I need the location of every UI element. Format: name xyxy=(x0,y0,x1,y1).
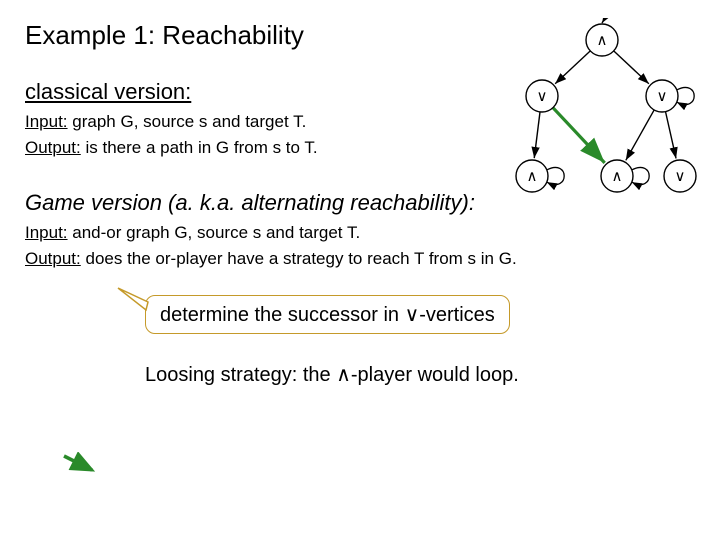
and-or-graph: ∧ ∨ ∨ ∧ ∧ ∨ xyxy=(432,18,702,208)
graph-node-label: ∨ xyxy=(675,169,686,185)
classical-input-label: Input: xyxy=(25,112,68,131)
callout-after: -vertices xyxy=(419,304,495,326)
graph-selfloop xyxy=(632,167,649,184)
graph-edge xyxy=(602,18,610,23)
graph-edge xyxy=(614,51,649,84)
strategy-arrow-swatch xyxy=(60,452,100,472)
game-input-text: and-or graph G, source s and target T. xyxy=(68,223,361,242)
callout-symbol: ∨ xyxy=(405,304,420,326)
graph-node-label: ∧ xyxy=(597,33,608,49)
callout-tail-icon xyxy=(112,284,152,314)
classical-input-text: graph G, source s and target T. xyxy=(68,112,307,131)
loosing-symbol: ∧ xyxy=(336,364,351,386)
game-input-line: Input: and-or graph G, source s and targ… xyxy=(25,220,695,246)
callout-before: determine the successor in xyxy=(160,304,405,326)
game-output-label: Output: xyxy=(25,249,81,268)
game-output-text: does the or-player have a strategy to re… xyxy=(81,249,517,268)
game-input-label: Input: xyxy=(25,223,68,242)
graph-node-label: ∧ xyxy=(612,169,623,185)
graph-selfloop xyxy=(547,167,564,184)
graph-node-label: ∨ xyxy=(537,89,548,105)
graph-svg: ∧ ∨ ∨ ∧ ∧ ∨ xyxy=(432,18,702,208)
graph-node-label: ∨ xyxy=(657,89,668,105)
graph-selfloop xyxy=(677,87,694,104)
classical-output-text: is there a path in G from s to T. xyxy=(81,138,318,157)
graph-edge xyxy=(555,51,590,84)
game-output-line: Output: does the or-player have a strate… xyxy=(25,246,695,272)
graph-edge xyxy=(666,112,677,159)
graph-edge xyxy=(626,110,654,160)
graph-edge xyxy=(534,112,540,158)
callout-box: determine the successor in ∨-vertices xyxy=(145,295,510,334)
loosing-strategy-line: Loosing strategy: the ∧-player would loo… xyxy=(145,362,695,387)
loosing-before: Loosing strategy: the xyxy=(145,364,336,386)
classical-output-label: Output: xyxy=(25,138,81,157)
graph-node-label: ∧ xyxy=(527,169,538,185)
graph-edge xyxy=(553,108,605,163)
loosing-after: -player would loop. xyxy=(351,364,519,386)
